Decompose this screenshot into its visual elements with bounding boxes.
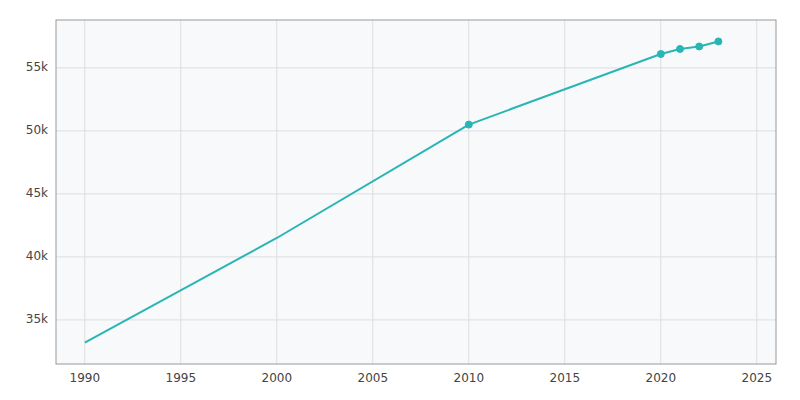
y-tick-label: 50k [26,123,48,137]
series-marker [696,43,703,50]
y-tick-label: 55k [26,60,48,74]
x-grid-line [756,20,757,364]
x-grid-line [468,20,469,364]
axes: 35k 40k 45k 50k 55k 1990 1995 2000 2005 2010 2015 2… [26,20,776,385]
grid [56,20,776,364]
chart-container: 35k 40k 45k 50k 55k 1990 1995 2000 2005 2010 2015 2… [0,0,800,400]
y-tick-label: 35k [26,312,48,326]
x-tick-label: 2020 [646,371,677,385]
x-tick-label: 2025 [742,371,773,385]
plot-background [56,20,776,364]
y-grid-line [56,319,776,320]
y-tick-label: 40k [26,249,48,263]
series-marker [715,38,722,45]
x-tick-label: 2000 [262,371,293,385]
x-tick-label: 2010 [454,371,485,385]
data-layer [85,38,722,343]
series-marker [657,51,664,58]
x-grid-line [84,20,85,364]
chart: 35k 40k 45k 50k 55k 1990 1995 2000 2005 2010 2015 2… [0,0,800,400]
x-tick-label: 1995 [166,371,197,385]
x-grid-line [276,20,277,364]
plot-frame [56,20,776,364]
x-tick-label: 2005 [358,371,389,385]
series-marker [465,121,472,128]
x-grid-line [660,20,661,364]
x-tick-label: 2015 [550,371,581,385]
y-grid-line [56,193,776,194]
x-grid-line [372,20,373,364]
x-tick-label: 1990 [70,371,101,385]
y-grid-line [56,256,776,257]
series-line [85,41,719,342]
series-marker [677,45,684,52]
x-grid-line [180,20,181,364]
y-grid-line [56,67,776,68]
x-grid-line [564,20,565,364]
y-tick-label: 45k [26,186,48,200]
y-grid-line [56,130,776,131]
